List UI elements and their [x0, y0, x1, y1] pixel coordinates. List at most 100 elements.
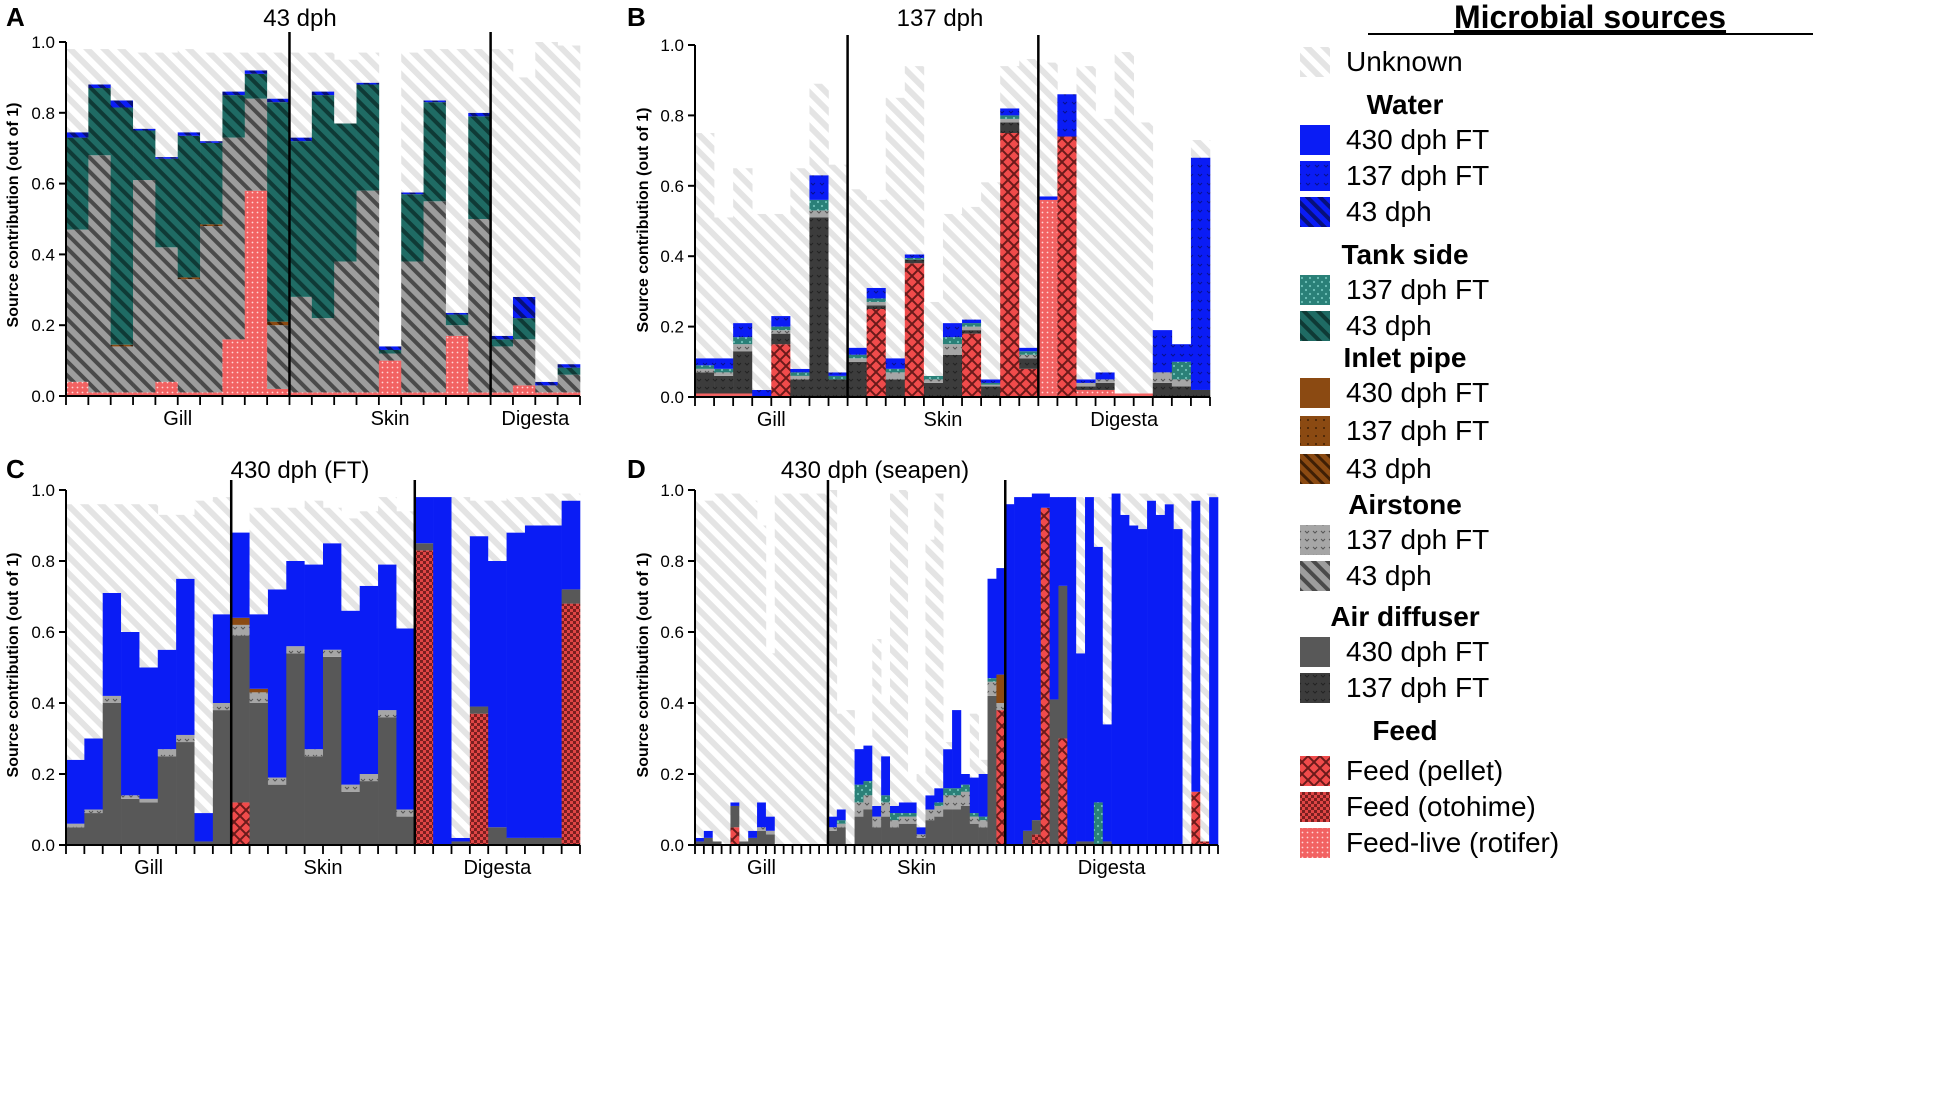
y-tick-label: 0.4 [660, 247, 684, 266]
bar-segment-a137 [847, 358, 867, 362]
y-tick-label: 0.8 [660, 552, 684, 571]
sample-bar [898, 490, 909, 845]
bar-segment-d137 [1095, 382, 1115, 390]
bar-segment-w43 [445, 312, 469, 315]
bar-segment-unknown [978, 759, 988, 774]
panel-letter-b: B [627, 2, 646, 32]
sample-bar [1005, 504, 1015, 845]
bar-segment-unknown [341, 518, 361, 611]
bar-segment-a137 [978, 820, 988, 828]
bar-segment-t137 [828, 375, 848, 380]
bar-segment-d430 [907, 823, 917, 845]
bar-segment-t137 [885, 368, 906, 373]
bar-segment-unknown [512, 77, 536, 297]
bar-segment-a137 [907, 816, 917, 824]
sample-bar [155, 52, 179, 396]
y-tick-label: 0.8 [31, 104, 55, 123]
sample-bar [1019, 59, 1039, 397]
bar-segment-w430 [1058, 497, 1068, 586]
sample-bar [414, 497, 434, 845]
legend-label-fl: Feed-live (rotifer) [1346, 827, 1559, 858]
bar-segment-unknown [981, 182, 1001, 380]
bar-segment-w137 [1076, 379, 1096, 383]
bar-segment-w430 [1031, 493, 1042, 821]
bar-segment-unknown [66, 504, 85, 760]
legend-group-air-diffuser: Air diffuser [1330, 601, 1479, 632]
bar-segment-a43 [468, 219, 491, 393]
bar-segment-a137 [890, 820, 900, 828]
bar-segment-i43 [267, 321, 290, 326]
bar-segment-a43 [110, 346, 134, 393]
sample-bar [341, 518, 361, 845]
y-tick-label: 0.2 [660, 318, 684, 337]
bar-segment-fl [1076, 389, 1096, 397]
bar-segment-w137 [1038, 196, 1058, 200]
bar-segment-w430 [996, 568, 1006, 675]
sample-bar [790, 168, 810, 397]
panel-a-ylabel: Source contribution (out of 1) [5, 103, 22, 328]
bar-segment-w43 [557, 364, 581, 368]
bar-segment-a137 [323, 649, 342, 657]
legend-label-a43: 43 dph [1346, 560, 1432, 591]
bar-segment-unknown [703, 500, 714, 831]
bar-segment-unknown [943, 742, 953, 750]
sample-bar [66, 504, 85, 845]
bar-segment-w430 [872, 805, 882, 817]
group-label-digesta: Digesta [463, 857, 532, 879]
bar-segment-w43 [66, 132, 89, 138]
sample-bar [222, 52, 246, 396]
bar-segment-w43 [267, 98, 290, 103]
bar-segment-w43 [535, 381, 558, 386]
bar-segment-w137 [695, 358, 715, 366]
bar-segment-t137 [863, 781, 873, 796]
bar-segment-unknown [942, 213, 963, 324]
bar-segment-w137 [1152, 330, 1173, 373]
bar-segment-unknown [468, 49, 491, 113]
sample-bar [962, 206, 982, 397]
bar-segment-a137 [695, 368, 715, 373]
panel-b-chart: 0.0 0.2 0.4 0.6 0.8 1.0 Gill Skin Digesta [660, 35, 1211, 431]
bar-segment-a43 [88, 155, 111, 393]
bar-segment-unknown [907, 781, 917, 803]
bar-segment-unknown [809, 83, 829, 176]
bar-segment-w43 [155, 157, 179, 159]
bar-segment-d137 [923, 382, 944, 397]
sample-bar [969, 713, 979, 845]
legend-swatch-i43 [1300, 454, 1330, 484]
bar-segment-unknown [845, 710, 855, 845]
bar-segment-t137 [790, 372, 810, 376]
bar-segment-unknown [66, 49, 89, 133]
bar-segment-unknown [488, 500, 507, 561]
bar-segment-t137 [987, 678, 997, 682]
y-tick-label: 0.4 [31, 694, 55, 713]
y-tick-label: 0.0 [660, 388, 684, 407]
bar-segment-d430 [730, 805, 740, 828]
bar-segment-w137 [1190, 157, 1211, 390]
bar-segment-d430 [943, 809, 953, 845]
bar-segment-unknown [783, 493, 793, 845]
bar-segment-fl [445, 335, 469, 396]
bar-segment-t43 [110, 107, 134, 345]
sample-bar [490, 49, 514, 396]
bar-segment-w43 [244, 70, 268, 74]
bar-segment-i43 [110, 344, 134, 347]
bar-segment-unknown [155, 52, 179, 158]
bar-segment-a137 [286, 646, 305, 654]
sample-bar [304, 500, 324, 845]
bar-segment-d430 [1049, 699, 1059, 845]
bar-segment-w430 [898, 802, 909, 814]
bar-segment-unknown [752, 213, 772, 390]
bar-segment-a137 [943, 795, 953, 810]
sample-bar [952, 710, 962, 845]
bar-segment-t137 [934, 802, 944, 806]
bar-segment-unknown [557, 45, 581, 365]
legend-swatch-t137 [1300, 275, 1330, 305]
panel-letter-c: C [6, 454, 25, 484]
group-label-skin: Skin [304, 857, 343, 879]
panel-a-title: 43 dph [263, 5, 336, 32]
bar-segment-fl [244, 190, 268, 396]
sample-bar [396, 511, 416, 845]
bar-segment-unknown [490, 49, 514, 336]
bar-segment-unknown [847, 189, 867, 348]
bar-segment-d430 [827, 830, 838, 845]
